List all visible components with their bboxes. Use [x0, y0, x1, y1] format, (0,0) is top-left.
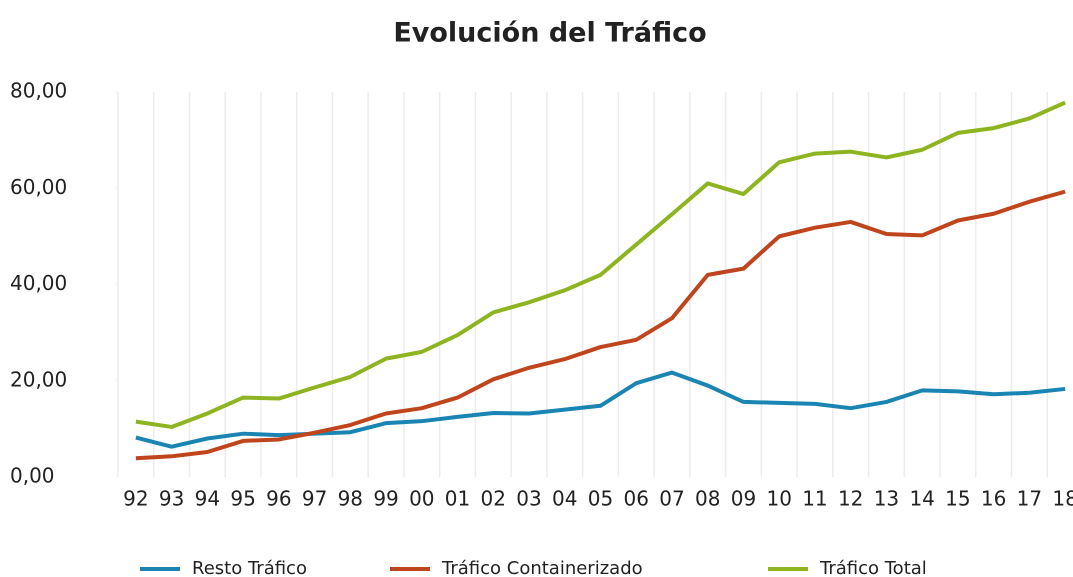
x-tick-label: 16	[981, 487, 1006, 511]
x-tick-label: 18	[1052, 487, 1073, 511]
x-tick-label: 03	[516, 487, 541, 511]
chart-title: Evolución del Tráfico	[393, 18, 706, 49]
x-tick-label: 98	[338, 487, 363, 511]
x-tick-label: 94	[195, 487, 220, 511]
x-tick-label: 92	[123, 487, 148, 511]
x-tick-label: 08	[695, 487, 720, 511]
y-tick-label: 40,00	[10, 271, 67, 295]
x-tick-label: 96	[266, 487, 291, 511]
x-tick-label: 99	[373, 487, 398, 511]
y-tick-label: 60,00	[10, 175, 67, 199]
x-tick-label: 10	[766, 487, 791, 511]
y-tick-label: 0,00	[10, 464, 55, 488]
legend-label: Resto Tráfico	[192, 558, 307, 577]
x-tick-label: 15	[945, 487, 970, 511]
x-tick-label: 95	[230, 487, 255, 511]
x-tick-label: 05	[588, 487, 613, 511]
y-tick-label: 20,00	[10, 367, 67, 391]
x-tick-label: 02	[481, 487, 506, 511]
x-tick-label: 00	[409, 487, 434, 511]
x-tick-label: 06	[624, 487, 649, 511]
x-tick-label: 93	[159, 487, 184, 511]
y-tick-label: 80,00	[10, 79, 67, 103]
x-tick-label: 07	[659, 487, 684, 511]
x-tick-label: 04	[552, 487, 577, 511]
x-tick-label: 17	[1017, 487, 1042, 511]
x-tick-label: 01	[445, 487, 470, 511]
x-tick-label: 11	[802, 487, 827, 511]
line-series	[135, 370, 1066, 449]
x-tick-label: 09	[731, 487, 756, 511]
line-series	[135, 100, 1066, 429]
x-tick-label: 13	[874, 487, 899, 511]
legend-label: Tráfico Total	[819, 558, 927, 577]
x-tick-label: 14	[909, 487, 934, 511]
legend-label: Tráfico Containerizado	[441, 558, 643, 577]
line-series	[135, 189, 1066, 461]
x-tick-label: 97	[302, 487, 327, 511]
x-tick-label: 12	[838, 487, 863, 511]
